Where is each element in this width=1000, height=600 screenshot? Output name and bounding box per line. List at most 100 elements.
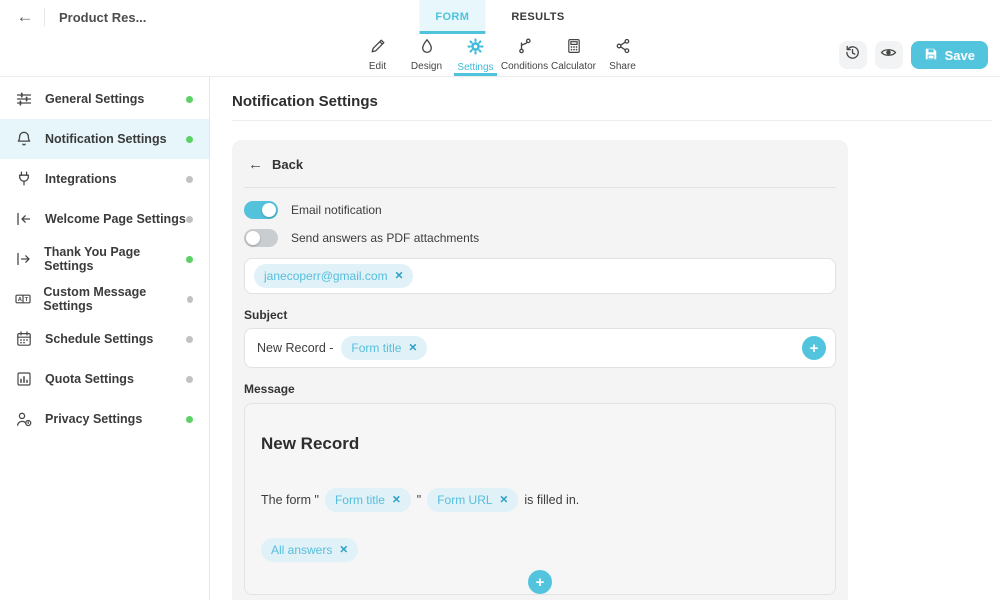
toolbar-share-label: Share [609, 61, 636, 72]
panel-back-label: Back [272, 157, 304, 172]
status-dot [186, 95, 193, 103]
add-subject-field-button[interactable]: + [802, 336, 826, 360]
sidebar-item-label: Integrations [45, 172, 117, 186]
sidebar-item-label: Welcome Page Settings [45, 212, 186, 226]
calendar-icon [14, 330, 34, 348]
message-heading: New Record [261, 434, 360, 453]
privacy-person-icon [14, 410, 34, 428]
email-chip: janecoperr@gmail.com ✕ [254, 264, 414, 288]
remove-chip-icon[interactable]: ✕ [499, 494, 509, 506]
subject-text: New Record - [257, 341, 334, 355]
calculator-icon [566, 38, 582, 59]
toolbar-calculator[interactable]: Calculator [549, 34, 598, 76]
message-label: Message [244, 382, 295, 396]
message-body-line: The form " Form title ✕ " Form URL ✕ is … [261, 488, 819, 512]
remove-chip-icon[interactable]: ✕ [391, 494, 401, 506]
add-message-field-button[interactable]: + [528, 570, 552, 594]
form-title-chip: Form title ✕ [341, 336, 428, 360]
pdf-attachments-toggle[interactable] [244, 229, 278, 247]
plug-icon [14, 170, 34, 188]
remove-chip-icon[interactable]: ✕ [408, 342, 418, 354]
toolbar-edit-label: Edit [368, 61, 387, 72]
message-suffix: is filled in. [524, 493, 580, 507]
all-answers-chip-label: All answers [271, 543, 333, 557]
floppy-icon [924, 47, 938, 64]
toolbar-share[interactable]: Share [598, 34, 647, 76]
status-dot [186, 295, 193, 303]
sidebar-item-schedule-settings[interactable]: Schedule Settings [0, 319, 209, 359]
status-dot [186, 415, 193, 423]
bell-icon [14, 130, 34, 148]
toolbar-conditions-label: Conditions [500, 61, 549, 72]
toolbar-conditions[interactable]: Conditions [500, 34, 549, 76]
topbar-divider [44, 8, 45, 26]
save-button-label: Save [944, 47, 975, 63]
form-url-chip-label: Form URL [437, 493, 493, 507]
toolbar-design[interactable]: Design [402, 34, 451, 76]
enter-arrow-icon [14, 210, 34, 228]
toolbar-calculator-label: Calculator [550, 61, 597, 72]
panel-back-button[interactable]: ← Back [244, 150, 836, 188]
form-title-chip-label: Form title [334, 493, 385, 507]
email-chip-label: janecoperr@gmail.com [264, 269, 388, 283]
history-button[interactable] [838, 41, 867, 69]
toolbar-settings[interactable]: Settings [451, 34, 500, 76]
toolbar-center-group: Edit Design [353, 34, 647, 76]
sidebar-item-notification-settings[interactable]: Notification Settings [0, 119, 209, 159]
form-title: Product Res... [59, 9, 147, 25]
topbar-left: ← Product Res... [0, 0, 146, 34]
status-dot [186, 135, 193, 143]
sidebar-item-privacy-settings[interactable]: Privacy Settings [0, 399, 209, 439]
droplet-icon [419, 38, 435, 59]
form-url-chip: Form URL ✕ [427, 488, 519, 512]
notification-settings-panel: ← Back Email notification Send answers a… [232, 140, 848, 600]
back-arrow-icon: ← [248, 156, 263, 173]
message-quote: " [416, 493, 422, 507]
subject-input[interactable]: New Record - Form title ✕ + [244, 328, 836, 368]
toggle-knob [262, 203, 276, 217]
sidebar-item-thank-you-page-settings[interactable]: Thank You Page Settings [0, 239, 209, 279]
sidebar-item-quota-settings[interactable]: Quota Settings [0, 359, 209, 399]
remove-chip-icon[interactable]: ✕ [339, 544, 349, 556]
history-icon [844, 44, 861, 66]
tab-form[interactable]: FORM [419, 0, 486, 34]
sidebar-item-label: Custom Message Settings [43, 285, 147, 313]
sidebar-item-label: Schedule Settings [45, 332, 154, 346]
sidebar-item-label: Notification Settings [45, 132, 167, 146]
email-notification-toggle[interactable] [244, 201, 278, 219]
save-button[interactable]: Save [910, 41, 988, 69]
svg-text:A: A [18, 297, 23, 303]
message-editor[interactable]: New Record The form " Form title ✕ " For… [244, 403, 836, 595]
sidebar-item-label: General Settings [45, 92, 145, 106]
toolbar-design-label: Design [410, 61, 443, 72]
toolbar-edit[interactable]: Edit [353, 34, 402, 76]
tab-results[interactable]: RESULTS [511, 11, 565, 23]
quota-chart-icon [14, 370, 34, 388]
back-arrow-icon: ← [16, 7, 34, 26]
toggle-knob [246, 231, 260, 245]
form-title-chip-label: Form title [351, 341, 402, 355]
sidebar-item-general-settings[interactable]: General Settings [0, 79, 209, 119]
remove-email-icon[interactable]: ✕ [394, 270, 404, 282]
all-answers-chip: All answers ✕ [261, 538, 359, 562]
share-nodes-icon [615, 38, 631, 59]
sidebar-item-label: Thank You Page Settings [44, 245, 141, 273]
settings-sidebar: General Settings Notification Settings I… [0, 77, 210, 600]
recipient-email-input[interactable]: janecoperr@gmail.com ✕ [244, 258, 836, 294]
eye-icon [880, 44, 897, 66]
back-button[interactable]: ← [10, 0, 40, 34]
svg-text:T: T [25, 297, 29, 303]
top-tab-bar: ← Product Res... FORM RESULTS [0, 0, 1000, 34]
pdf-attachments-row: Send answers as PDF attachments [244, 229, 836, 247]
email-notification-row: Email notification [244, 201, 836, 219]
email-notification-label: Email notification [291, 203, 382, 217]
message-prefix: The form " [261, 493, 319, 507]
preview-button[interactable] [874, 41, 903, 69]
sidebar-item-welcome-page-settings[interactable]: Welcome Page Settings [0, 199, 209, 239]
status-dot [186, 255, 193, 263]
form-results-tabs: FORM RESULTS [419, 0, 580, 34]
sidebar-item-integrations[interactable]: Integrations [0, 159, 209, 199]
body: General Settings Notification Settings I… [0, 77, 1000, 600]
